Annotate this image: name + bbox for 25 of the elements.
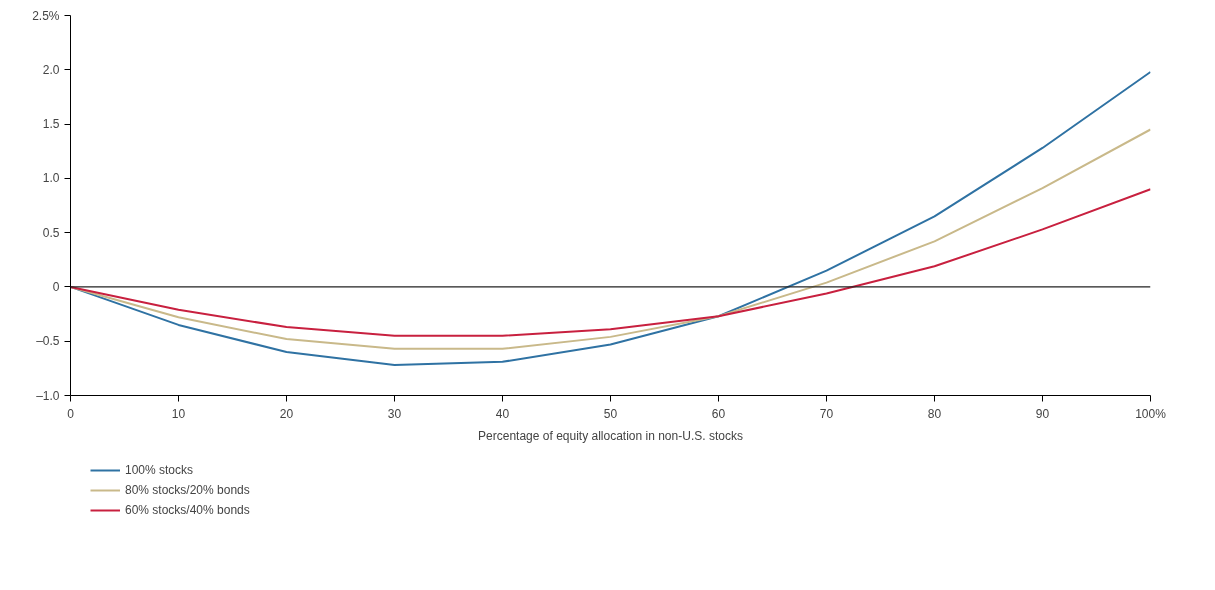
legend-label: 60% stocks/40% bonds <box>125 503 250 517</box>
x-tick-label: 90 <box>1035 406 1050 421</box>
x-tick-label: 100% <box>1135 406 1167 421</box>
x-axis-title: Percentage of equity allocation in non-U.S. stocks <box>478 428 743 443</box>
x-tick-label: 70 <box>819 406 834 421</box>
x-tick-label: 0 <box>67 406 75 421</box>
y-tick-label: 1.0 <box>42 171 60 186</box>
line-series <box>70 128 1151 350</box>
line-series <box>70 188 1151 337</box>
x-tick-label: 80 <box>927 406 942 421</box>
x-tick-label: 60 <box>711 406 726 421</box>
y-tick-label: –0.5 <box>36 334 60 349</box>
x-tick-label: 50 <box>603 406 618 421</box>
y-tick-label: 1.5 <box>42 117 60 132</box>
y-tick-label: –1.0 <box>36 388 60 403</box>
legend-label: 80% stocks/20% bonds <box>125 483 250 497</box>
y-tick-label: 2.0 <box>42 62 60 77</box>
x-tick-label: 10 <box>171 406 186 421</box>
x-tick-label: 40 <box>495 406 510 421</box>
x-tick-label: 30 <box>387 406 402 421</box>
legend-label: 100% stocks <box>125 463 194 477</box>
y-tick-label: 0 <box>52 279 60 294</box>
y-tick-label: 2.5% <box>32 8 60 23</box>
x-tick-label: 20 <box>279 406 294 421</box>
y-tick-label: 0.5 <box>42 225 60 240</box>
